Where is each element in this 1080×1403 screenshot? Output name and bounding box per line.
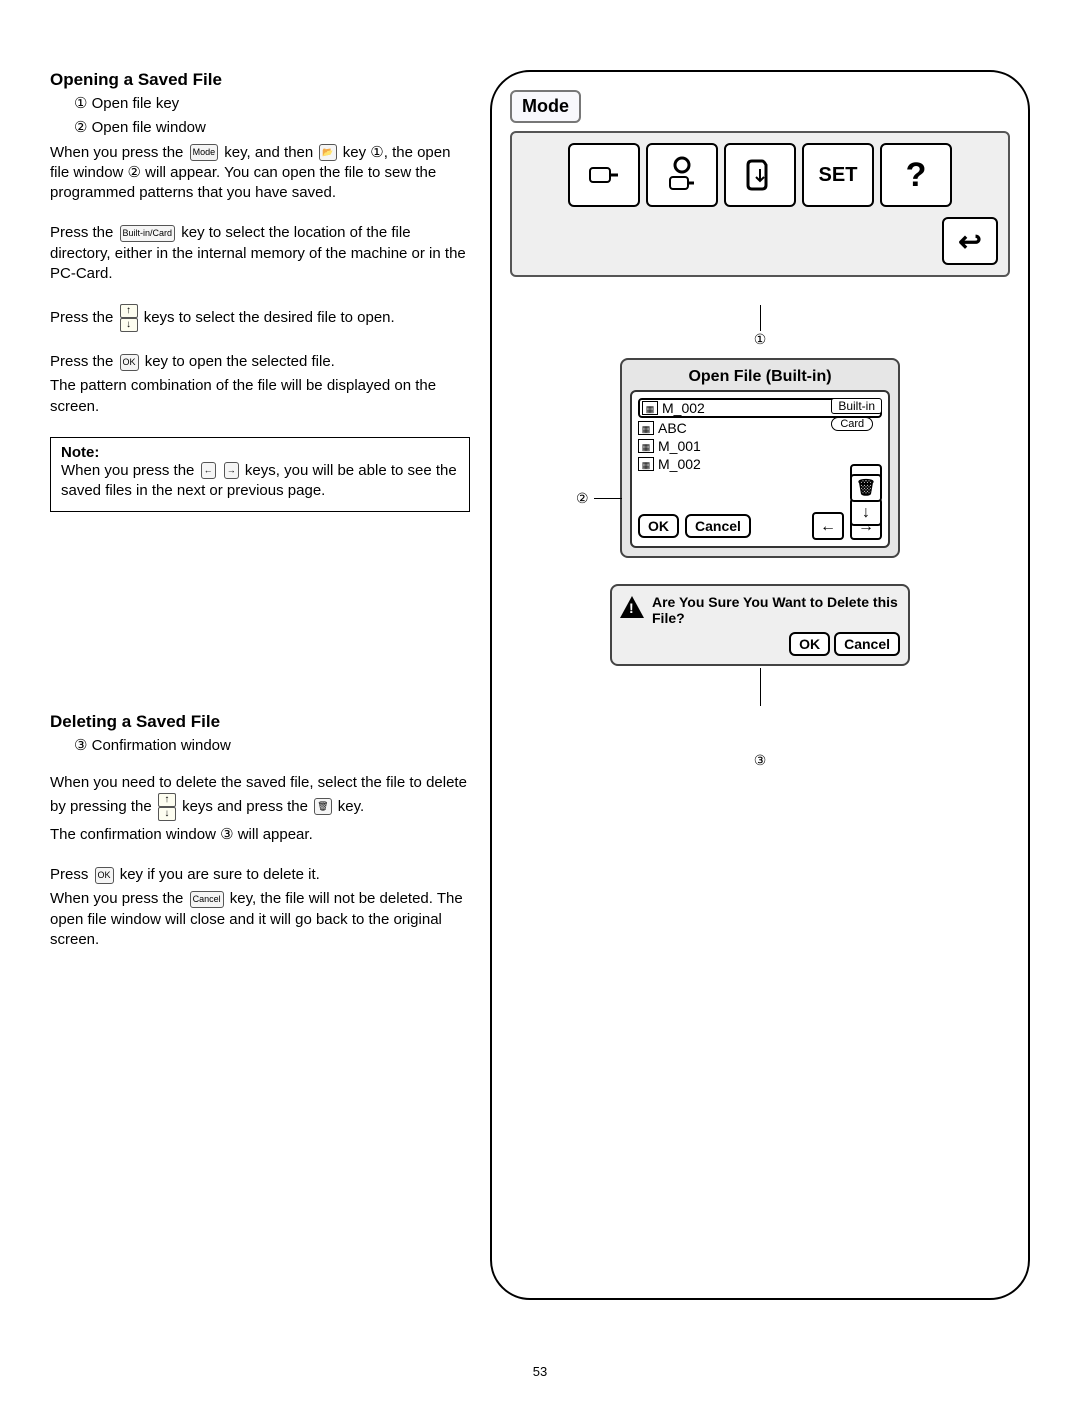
location-builtin-button[interactable]: Built-in bbox=[831, 398, 882, 414]
confirm-ok-button[interactable]: OK bbox=[789, 632, 830, 656]
scroll-down-button[interactable]: ↓ bbox=[850, 498, 882, 526]
mode-return-button[interactable]: ↩ bbox=[942, 217, 998, 265]
file-icon: ▦ bbox=[638, 439, 654, 453]
open-file-key-icon: 📂 bbox=[319, 144, 336, 161]
mode-tab: Mode bbox=[510, 90, 581, 123]
delete-instr-3: Press OK key if you are sure to delete i… bbox=[50, 865, 470, 885]
left-key-icon: ← bbox=[201, 462, 216, 479]
confirm-cancel-button[interactable]: Cancel bbox=[834, 632, 900, 656]
warning-icon bbox=[620, 596, 644, 618]
note-title: Note: bbox=[61, 444, 99, 461]
heading-delete-file: Deleting a Saved File bbox=[50, 712, 470, 732]
up-down-keys-icon: ↑ ↓ bbox=[158, 793, 176, 821]
mode-key-icon: Mode bbox=[190, 144, 219, 161]
device-illustration-panel: Mode SET ? ↩ bbox=[490, 70, 1030, 1300]
up-down-keys-icon: ↑ ↓ bbox=[120, 304, 138, 332]
callout-3: ③ bbox=[510, 752, 1010, 769]
page-number: 53 bbox=[0, 1364, 1080, 1379]
mode-help-button[interactable]: ? bbox=[880, 143, 952, 207]
callout-1: ① bbox=[510, 331, 1010, 348]
delete-instr-2: The confirmation window ③ will appear. bbox=[50, 825, 470, 845]
location-card-button[interactable]: Card bbox=[831, 417, 873, 431]
confirmation-window: Are You Sure You Want to Delete this Fil… bbox=[610, 584, 910, 666]
note-box: Note: When you press the ← → keys, you w… bbox=[50, 437, 470, 513]
instructions-column: Opening a Saved File ① Open file key ② O… bbox=[50, 70, 470, 1300]
file-icon: ▦ bbox=[642, 401, 658, 415]
cancel-button[interactable]: Cancel bbox=[685, 514, 751, 538]
ok-key-icon: OK bbox=[95, 867, 114, 884]
delete-instr-4: When you press the Cancel key, the file … bbox=[50, 889, 470, 950]
mode-open-file-button[interactable] bbox=[724, 143, 796, 207]
file-row[interactable]: ▦ M_001 bbox=[638, 438, 882, 454]
ok-button[interactable]: OK bbox=[638, 514, 679, 538]
note-text: When you press the ← → keys, you will be… bbox=[61, 461, 459, 502]
open-file-instr-4: Press the OK key to open the selected fi… bbox=[50, 352, 470, 372]
open-file-instr-3: Press the ↑ ↓ keys to select the desired… bbox=[50, 304, 470, 332]
mode-set-button[interactable]: SET bbox=[802, 143, 874, 207]
open-file-instr-1: When you press the Mode key, and then 📂 … bbox=[50, 143, 470, 204]
file-icon: ▦ bbox=[638, 421, 654, 435]
delete-file-button[interactable]: 🗑 bbox=[850, 474, 882, 502]
ok-key-icon: OK bbox=[120, 354, 139, 371]
open-file-instr-2: Press the Built-in/Card key to select th… bbox=[50, 223, 470, 284]
open-file-title: Open File (Built-in) bbox=[630, 368, 890, 386]
trash-key-icon: 🗑 bbox=[314, 798, 331, 815]
mode-stitch-button[interactable] bbox=[568, 143, 640, 207]
list-open-file-key: ① Open file key bbox=[74, 94, 470, 114]
confirm-text: Are You Sure You Want to Delete this Fil… bbox=[652, 594, 900, 626]
mode-screen: SET ? ↩ bbox=[510, 131, 1010, 277]
open-file-instr-5: The pattern combination of the file will… bbox=[50, 376, 470, 417]
right-key-icon: → bbox=[224, 462, 239, 479]
list-confirmation-window: ③ Confirmation window bbox=[74, 736, 470, 756]
heading-open-file: Opening a Saved File bbox=[50, 70, 470, 90]
mode-stitch2-button[interactable] bbox=[646, 143, 718, 207]
delete-instr-1: When you need to delete the saved file, … bbox=[50, 773, 470, 821]
location-key-icon: Built-in/Card bbox=[120, 225, 176, 242]
file-icon: ▦ bbox=[638, 457, 654, 471]
page-left-button[interactable]: ← bbox=[812, 512, 844, 540]
open-file-window: ② Open File (Built-in) Built-in Card ▦ M… bbox=[620, 358, 900, 558]
cancel-key-icon: Cancel bbox=[190, 891, 224, 908]
file-row[interactable]: ▦ M_002 bbox=[638, 456, 882, 472]
list-open-file-window: ② Open file window bbox=[74, 118, 470, 138]
callout-2: ② bbox=[576, 490, 589, 507]
